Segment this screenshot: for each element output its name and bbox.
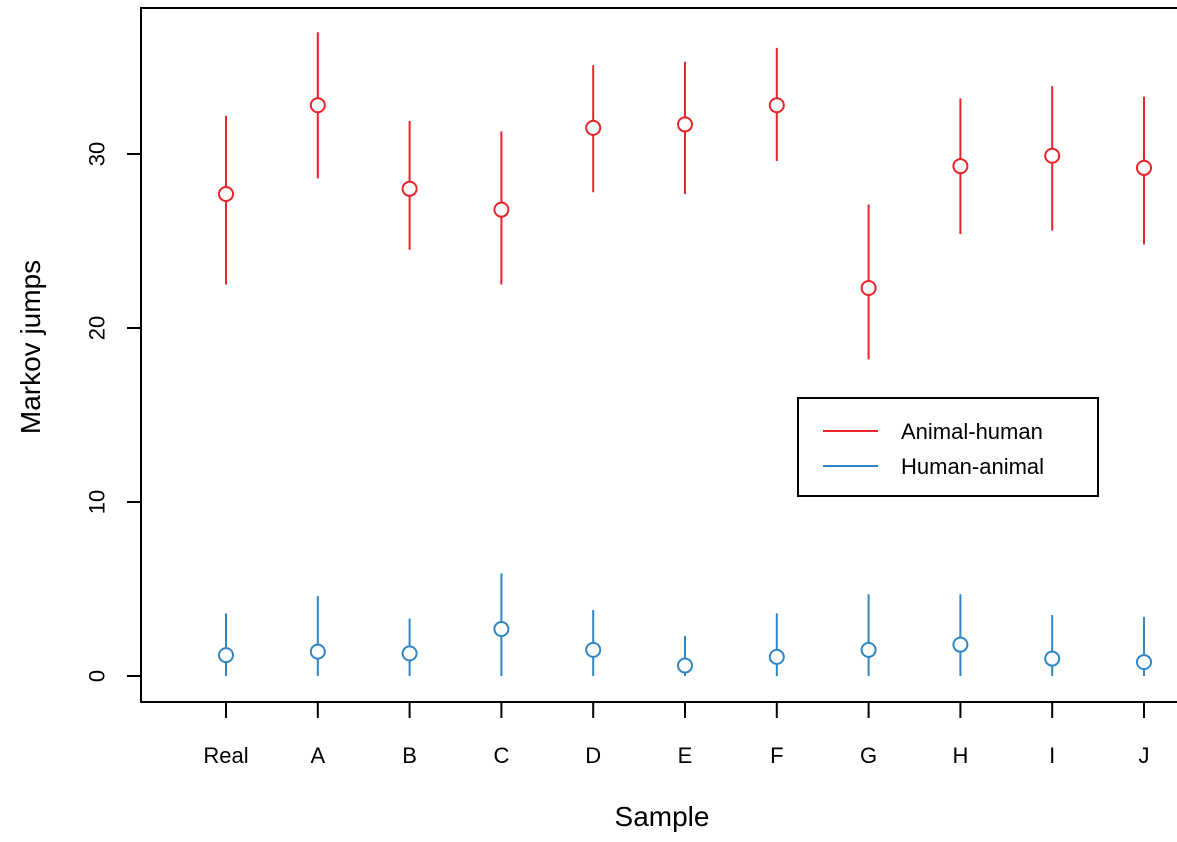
data-point [768,97,785,114]
data-point [677,116,693,133]
data-point [1044,650,1061,667]
data-point [218,647,234,664]
series-animal-human [218,32,1152,360]
x-tick-label: F [770,743,783,768]
y-tick-label: 0 [85,670,110,682]
plot-frame [140,7,1177,703]
data-point [860,279,877,296]
y-axis: 0 10 20 30 [85,142,141,682]
x-tick-label: H [952,743,968,768]
data-point [401,180,418,197]
data-point [1136,159,1152,176]
y-axis-title: Markov jumps [15,260,46,434]
data-point [493,621,510,638]
y-tick-label: 30 [85,142,110,166]
x-axis: Real A B C D E F G H I J [203,702,1150,768]
data-point [401,645,418,662]
x-tick-label: E [678,743,693,768]
x-axis-title: Sample [615,801,710,832]
data-point [768,648,785,665]
plot-border [140,7,1177,703]
data-point [585,641,602,658]
data-point [677,657,693,674]
data-point [493,201,510,218]
legend-label-human-animal: Human-animal [901,454,1044,479]
data-point [952,636,969,653]
data-point [952,158,969,175]
legend-label-animal-human: Animal-human [901,419,1043,444]
legend-box [797,397,1099,497]
x-tick-label: D [585,743,601,768]
data-point [860,641,877,658]
x-tick-label: G [860,743,877,768]
x-tick-label: J [1139,743,1150,768]
data-point [1044,147,1061,164]
x-tick-label: B [402,743,417,768]
y-tick-label: 10 [85,490,110,514]
series-layer [218,32,1152,676]
data-point [218,186,234,203]
data-point [1136,654,1152,671]
x-tick-label: A [310,743,325,768]
data-point [309,643,326,660]
x-tick-label: Real [203,743,248,768]
data-point [585,119,602,136]
data-point [309,97,326,114]
series-human-animal [218,573,1152,676]
y-tick-label: 20 [85,316,110,340]
x-tick-label: C [493,743,509,768]
legend: Animal-human Human-animal [797,397,1099,497]
x-tick-label: I [1049,743,1055,768]
